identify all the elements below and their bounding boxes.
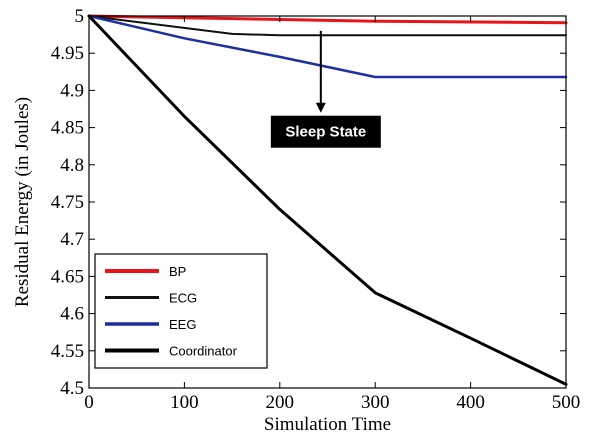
y-tick-label: 4.5 [60,378,84,399]
series-line-coordinator [87,14,568,386]
y-tick-label: 5 [75,6,85,27]
ticks-layer: 0 100 200 300 400 500 4.5 4.55 4.6 4.65 4.7 4.75 4.8… [51,6,581,413]
legend-label-ecg: ECG [169,291,197,306]
y-tick-label: 4.7 [60,229,84,250]
x-tick-label: 400 [456,392,485,413]
x-tick-label: 300 [361,392,390,413]
x-tick-label: 500 [552,392,581,413]
annotation-label: Sleep State [285,124,366,141]
y-tick-label: 4.9 [60,80,84,101]
y-tick-label: 4.85 [51,118,84,139]
x-tick-label: 0 [84,392,94,413]
legend-label-coordinator: Coordinator [169,344,238,359]
y-tick-label: 4.6 [60,304,84,325]
y-tick-label: 4.65 [51,266,84,287]
annotation-arrowhead [315,102,326,113]
y-tick-label: 4.55 [51,341,84,362]
legend-label-eeg: EEG [169,317,196,332]
series-line-ecg [88,15,567,37]
y-tick-label: 4.8 [60,155,84,176]
legend-layer: BP ECG EEG Coordinator [94,253,268,369]
x-tick-label: 200 [266,392,295,413]
x-axis-label: Simulation Time [264,414,391,435]
annotation-box [270,115,381,148]
y-axis-label: Residual Energy (in Joules) [12,97,33,307]
x-tick-label: 100 [170,392,199,413]
y-tick-label: 4.75 [51,192,84,213]
y-tick-label: 4.95 [51,43,84,64]
annotation-layer: Sleep State [270,30,381,148]
legend-label-bp: BP [169,264,186,279]
series-line-eeg [87,14,568,79]
